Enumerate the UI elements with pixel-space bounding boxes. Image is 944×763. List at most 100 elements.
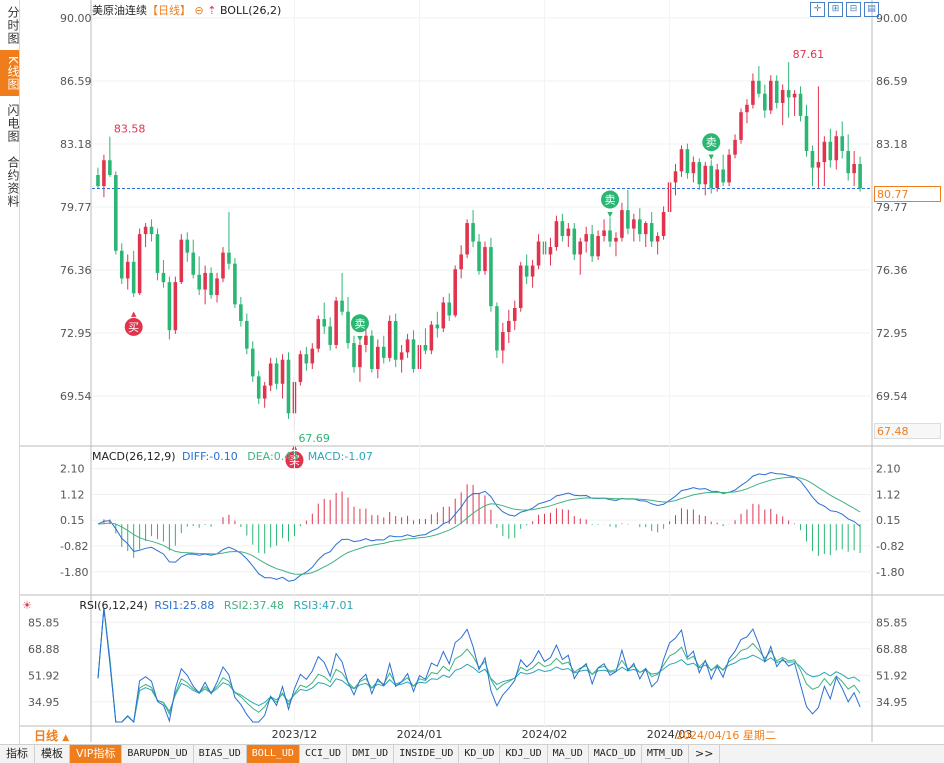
candle-body: [786, 90, 791, 98]
crosshair-icon[interactable]: ✛: [810, 2, 825, 17]
candle-body: [751, 80, 755, 105]
candle-body: [346, 311, 350, 344]
chart-canvas[interactable]: 90.00 90.00 86.59 86.59 83.18 83.18 79.77 79.77…: [0, 0, 944, 744]
kdj-tab[interactable]: KDJ_UD: [500, 745, 548, 763]
buy-signal-label: 买: [128, 321, 139, 334]
candle-body: [792, 93, 797, 98]
zoom-out-icon[interactable]: ⊟: [846, 2, 861, 17]
kd-tab[interactable]: KD_UD: [459, 745, 501, 763]
price-tick-right: 76.36: [876, 264, 908, 277]
price-tick-right: 86.59: [876, 75, 908, 88]
inside-tab[interactable]: INSIDE_UD: [394, 745, 460, 763]
rsi-tick-left: 51.92: [28, 669, 60, 682]
candle-body: [453, 269, 457, 316]
candle-body: [673, 171, 678, 183]
barupdn-tab[interactable]: BARUPDN_UD: [122, 745, 194, 763]
candle-body: [858, 163, 862, 189]
macd-tab[interactable]: MACD_UD: [589, 745, 642, 763]
cci-tab[interactable]: CCI_UD: [300, 745, 348, 763]
price-tick-left: 79.77: [60, 201, 92, 214]
candle-body: [739, 112, 743, 140]
price-tick-right: 79.77: [876, 201, 908, 214]
vip-indicator-tab[interactable]: VIP指标: [70, 745, 123, 763]
rsi1-line: [97, 607, 861, 724]
candle-body: [441, 302, 446, 329]
candle-body: [495, 306, 499, 351]
template-tab[interactable]: 模板: [35, 745, 70, 763]
candle-body: [179, 239, 184, 283]
period-label: 日线: [34, 729, 59, 743]
mtm-tab[interactable]: MTM_UD: [642, 745, 689, 763]
high-label-1: 83.58: [114, 123, 146, 136]
current-price-box: 80.77: [874, 186, 941, 202]
rsi-header: ☀ RSI(6,12,24) RSI1:25.88 RSI2:37.48 RSI…: [22, 599, 354, 612]
candle-body: [834, 136, 839, 161]
indicator-tab[interactable]: 指标: [0, 745, 35, 763]
date-label: 2023/12: [272, 728, 318, 741]
zoom-in-icon[interactable]: ⊞: [828, 2, 843, 17]
macd-value: MACD:-1.07: [307, 450, 373, 463]
candle-body: [262, 385, 267, 399]
candle-body: [268, 363, 273, 386]
collapse-icon[interactable]: ⊖: [194, 4, 204, 17]
price-tick-right: 69.54: [876, 390, 908, 403]
candle-body: [233, 263, 237, 305]
candle-body: [155, 234, 160, 273]
candle-body: [340, 300, 344, 312]
candle-body: [536, 241, 541, 266]
candle-body: [703, 165, 708, 185]
rsi-title[interactable]: RSI(6,12,24): [79, 599, 148, 612]
indicator-name[interactable]: BOLL(26,2): [219, 4, 282, 17]
candle-body: [608, 230, 612, 242]
macd-tick-right: 1.12: [876, 489, 901, 502]
rsi-tick-right: 85.85: [876, 616, 908, 629]
macd-tick-right: 2.10: [876, 463, 901, 476]
ma-tab[interactable]: MA_UD: [548, 745, 589, 763]
price-tick-right: 72.95: [876, 327, 908, 340]
candle-body: [685, 149, 690, 174]
candle-body: [370, 335, 374, 369]
candle-body: [620, 210, 624, 238]
candle-body: [149, 226, 154, 235]
period-selector[interactable]: 日线 ▲: [22, 728, 86, 744]
candle-body: [661, 211, 666, 236]
bias-tab[interactable]: BIAS_UD: [194, 745, 247, 763]
candle-body: [638, 219, 642, 235]
dmi-tab[interactable]: DMI_UD: [347, 745, 395, 763]
candle-body: [245, 320, 249, 349]
candle-body: [548, 247, 553, 255]
candle-body: [697, 162, 702, 185]
candle-body: [518, 265, 523, 309]
up-arrow-icon: ⇡: [207, 4, 217, 17]
macd-tick-left: -0.82: [60, 540, 88, 553]
candle-body: [274, 363, 279, 384]
macd-title[interactable]: MACD(26,12,9): [92, 450, 176, 463]
candle-body: [489, 247, 493, 307]
tab-flash-chart[interactable]: 闪电图: [6, 103, 20, 143]
candle-body: [197, 274, 201, 290]
candle-body: [239, 304, 243, 321]
price-header: 美原油连续【日线】 ⊖ ⇡ BOLL(26,2): [92, 2, 281, 18]
tab-time-chart[interactable]: 分时图: [6, 5, 20, 45]
candle-body: [501, 332, 505, 351]
tab-contract-info[interactable]: 合约资料: [6, 156, 20, 208]
candle-body: [602, 230, 606, 236]
sell-arrow-icon: ▼: [709, 153, 715, 161]
candle-body: [733, 139, 737, 155]
rsi-tick-right: 34.95: [876, 696, 908, 709]
sell-arrow-icon: ▼: [607, 211, 613, 219]
candle-body: [280, 359, 285, 384]
candle-body: [512, 308, 517, 321]
sun-icon[interactable]: ☀: [22, 599, 32, 612]
period-tag[interactable]: 【日线】: [147, 4, 191, 17]
boll-tab[interactable]: BOLL_UD: [246, 745, 300, 763]
more-tabs-button[interactable]: >>: [689, 745, 721, 763]
macd-diff: DIFF:-0.10: [182, 450, 238, 463]
candle-body: [381, 346, 386, 358]
sell-arrow-icon: ▼: [357, 334, 363, 342]
settings-icon[interactable]: ▤: [864, 2, 879, 17]
macd-tick-left: 1.12: [60, 489, 85, 502]
tab-k-chart[interactable]: K线图: [0, 50, 20, 96]
macd-tick-left: 0.15: [60, 514, 85, 527]
candle-body: [185, 239, 190, 253]
